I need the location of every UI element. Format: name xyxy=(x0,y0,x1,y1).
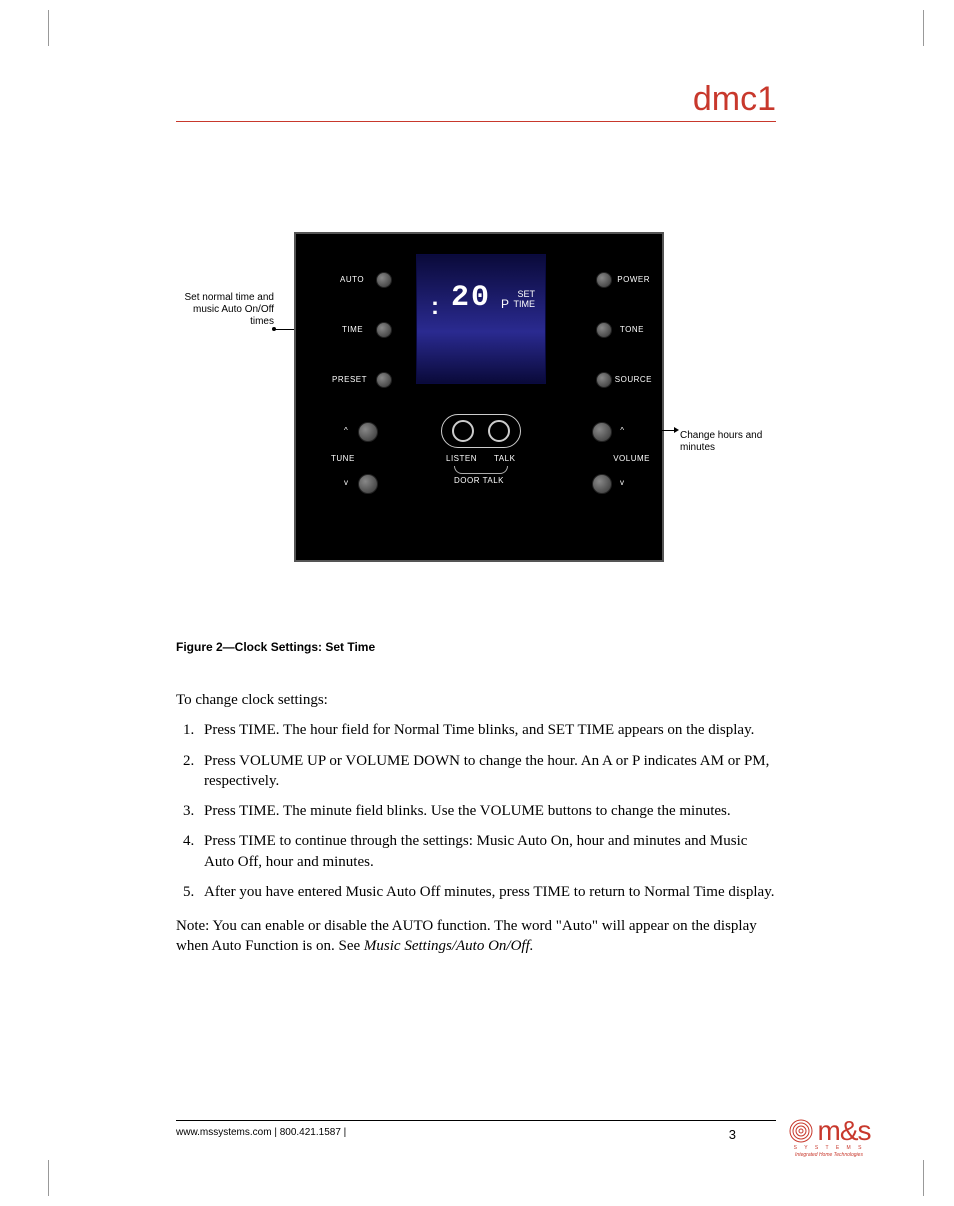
volume-label: VOLUME xyxy=(613,454,650,463)
chevron-down-icon: v xyxy=(344,478,348,487)
logo-ring-icon xyxy=(788,1118,814,1144)
footer: www.mssystems.com | 800.421.1587 | 3 xyxy=(176,1120,776,1142)
chevron-up-icon: ^ xyxy=(344,426,348,435)
doortalk-label: DOOR TALK xyxy=(454,476,504,485)
logo-brand: m&s xyxy=(818,1115,871,1147)
logo-text: m&s xyxy=(788,1115,871,1147)
logo-tagline: Integrated Home Technologies xyxy=(774,1152,884,1158)
body-text: To change clock settings: Press TIME. Th… xyxy=(176,690,776,957)
time-digits: 20 xyxy=(451,281,491,315)
step-item: Press VOLUME UP or VOLUME DOWN to change… xyxy=(198,751,776,792)
talk-label: TALK xyxy=(494,454,515,463)
source-label: SOURCE xyxy=(615,375,652,384)
note-text: Note: You can enable or disable the AUTO… xyxy=(176,916,776,957)
figure-caption: Figure 2—Clock Settings: Set Time xyxy=(176,640,776,654)
volume-down-button[interactable] xyxy=(592,474,612,494)
device-panel: : 20 P SET TIME AUTO TIME PRESET POWER T… xyxy=(294,232,664,562)
steps-list: Press TIME. The hour field for Normal Ti… xyxy=(176,720,776,902)
set-label: SET xyxy=(517,289,535,299)
listen-label: LISTEN xyxy=(446,454,477,463)
chevron-down-icon: v xyxy=(620,478,624,487)
header-rule xyxy=(176,121,776,122)
time-colon: : xyxy=(431,293,441,321)
tune-label: TUNE xyxy=(331,454,355,463)
callout-line-right xyxy=(614,430,676,431)
preset-button[interactable] xyxy=(376,372,392,388)
tone-label: TONE xyxy=(620,325,644,334)
callout-left: Set normal time and music Auto On/Off ti… xyxy=(174,292,274,328)
header-title: dmc1 xyxy=(176,80,776,119)
auto-label: AUTO xyxy=(340,275,364,284)
crop-mark xyxy=(48,1160,49,1196)
power-button[interactable] xyxy=(596,272,612,288)
step-item: Press TIME to continue through the setti… xyxy=(198,831,776,872)
intro-text: To change clock settings: xyxy=(176,690,776,710)
time-button[interactable] xyxy=(376,322,392,338)
tune-down-button[interactable] xyxy=(358,474,378,494)
step-item: Press TIME. The hour field for Normal Ti… xyxy=(198,720,776,740)
tune-up-button[interactable] xyxy=(358,422,378,442)
callout-right: Change hours and minutes xyxy=(680,430,790,454)
time-btn-label: TIME xyxy=(342,325,363,334)
time-ampm: P xyxy=(501,297,509,311)
figure-area: Set normal time and music Auto On/Off ti… xyxy=(176,232,776,592)
tone-button[interactable] xyxy=(596,322,612,338)
page-number: 3 xyxy=(729,1127,736,1142)
listen-button[interactable] xyxy=(452,420,474,442)
auto-button[interactable] xyxy=(376,272,392,288)
footer-left: www.mssystems.com | 800.421.1587 | xyxy=(176,1127,346,1142)
lcd-screen: : 20 P SET TIME xyxy=(416,254,546,384)
source-button[interactable] xyxy=(596,372,612,388)
talk-button[interactable] xyxy=(488,420,510,442)
listen-talk-frame xyxy=(441,414,521,448)
crop-mark xyxy=(923,10,924,46)
volume-up-button[interactable] xyxy=(592,422,612,442)
step-item: After you have entered Music Auto Off mi… xyxy=(198,882,776,902)
preset-label: PRESET xyxy=(332,375,367,384)
power-label: POWER xyxy=(617,275,650,284)
crop-mark xyxy=(48,10,49,46)
arrow-icon xyxy=(674,427,679,433)
step-item: Press TIME. The minute field blinks. Use… xyxy=(198,801,776,821)
page-content: dmc1 Set normal time and music Auto On/O… xyxy=(176,80,776,967)
note-em: Music Settings/Auto On/Off. xyxy=(364,938,534,954)
doortalk-bracket xyxy=(454,466,508,474)
brand-logo: m&s S Y S T E M S Integrated Home Techno… xyxy=(774,1115,884,1158)
crop-mark xyxy=(923,1160,924,1196)
footer-rule xyxy=(176,1120,776,1121)
time-label: TIME xyxy=(514,299,536,309)
